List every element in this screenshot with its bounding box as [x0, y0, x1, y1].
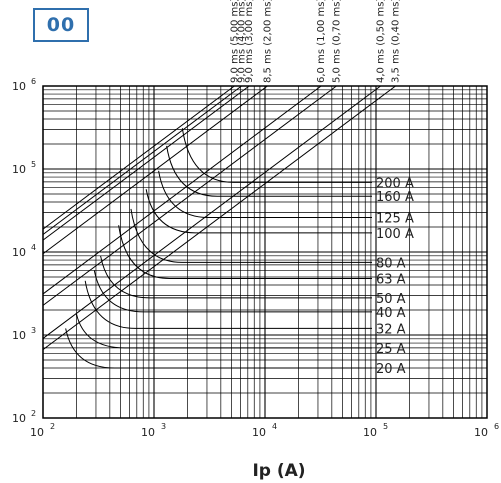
current-curve [166, 145, 372, 197]
time-line [42, 85, 235, 230]
current-curve [118, 225, 372, 279]
time-line-label: 3,5 ms (0,40 ms) [391, 0, 402, 83]
curve-label: 32 A [376, 322, 406, 337]
curve-label: 125 A [376, 212, 414, 227]
current-curve [65, 328, 372, 369]
current-curves [65, 128, 372, 369]
y-tick-exponent: 6 [31, 77, 36, 86]
time-line [42, 85, 242, 235]
current-curve [145, 189, 372, 234]
time-lines: 9,0 ms (5,00 ms)9,0 ms (4,00 ms)9,0 ms (… [42, 0, 402, 351]
y-tick-exponent: 3 [31, 326, 36, 335]
y-tick-exponent: 5 [31, 160, 36, 169]
time-line-label: 8,5 ms (2,00 ms) [262, 0, 273, 83]
chart-badge: 00 [33, 8, 89, 42]
current-curve [75, 313, 372, 349]
axis-ticks: 10 2 10 3 10 4 10 5 10 6 10 2 10 3 10 4 10 5 10 6 [12, 77, 499, 439]
x-tick-exponent: 4 [272, 422, 277, 431]
time-line-label: 5,0 ms (0,70 ms) [331, 0, 342, 83]
time-line-label: 6,0 ms (1,00 ms) [316, 0, 327, 83]
x-tick-exponent: 6 [494, 422, 499, 431]
current-curve [84, 280, 372, 329]
y-tick-label: 10 [12, 329, 26, 342]
x-tick-exponent: 2 [50, 422, 55, 431]
curve-label: 20 A [376, 362, 406, 377]
time-line [42, 85, 381, 339]
time-line-label: 9,0 ms (3,00 ms) [244, 0, 255, 83]
y-tick-exponent: 4 [31, 243, 36, 252]
y-tick-label: 10 [12, 246, 26, 259]
curve-label: 25 A [376, 342, 406, 357]
x-tick-label: 10 [141, 426, 155, 439]
x-tick-label: 10 [252, 426, 266, 439]
current-curve [130, 208, 372, 263]
current-curve [100, 255, 372, 299]
x-axis-label: Ip (A) [252, 461, 305, 481]
time-line [42, 85, 268, 255]
time-line [42, 85, 322, 295]
curve-label: 63 A [376, 272, 406, 287]
time-line-label: 4,0 ms (0,50 ms) [376, 0, 387, 83]
y-tick-label: 10 [12, 412, 26, 425]
curve-label: 200 A [376, 176, 414, 191]
y-tick-label: 10 [12, 163, 26, 176]
y-tick-exponent: 2 [31, 409, 36, 418]
time-line-label: 9,0 ms (4,00 ms) [237, 0, 248, 83]
time-line-label: 9,0 ms (5,00 ms) [229, 0, 240, 83]
current-curve [158, 170, 372, 219]
time-line [42, 85, 337, 306]
y-tick-label: 10 [12, 80, 26, 93]
curve-label: 50 A [376, 292, 406, 307]
x-tick-label: 10 [30, 426, 44, 439]
x-tick-label: 10 [363, 426, 377, 439]
curve-label: 40 A [376, 306, 406, 321]
curve-label: 100 A [376, 227, 414, 242]
time-line [42, 85, 250, 241]
plot-grid [42, 86, 487, 419]
x-tick-exponent: 5 [383, 422, 388, 431]
plot-frame [42, 85, 488, 419]
curve-label: 160 A [376, 190, 414, 205]
x-tick-exponent: 3 [161, 422, 166, 431]
curve-label: 80 A [376, 256, 406, 271]
current-curve [181, 128, 372, 183]
current-curve [93, 270, 372, 313]
x-tick-label: 10 [474, 426, 488, 439]
